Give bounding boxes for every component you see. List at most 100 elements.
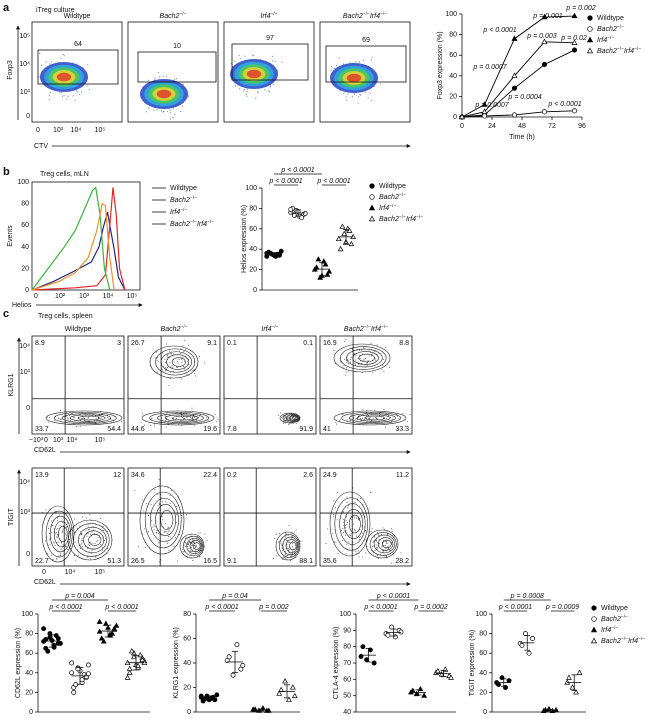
event-dot [377,541,379,543]
tick-label: 10³ [53,127,64,134]
p-value: p = 0.0009 [545,604,579,611]
contour [346,348,383,368]
event-dot [91,415,93,417]
event-dot [67,95,69,97]
histogram-curve [31,187,126,291]
event-dot [286,558,288,560]
y-tick-label: 40 [449,73,457,80]
event-dot [330,69,332,71]
event-dot [384,554,386,556]
data-point [113,622,120,628]
event-dot [160,559,162,561]
event-dot [95,555,97,557]
event-dot [148,107,150,109]
event-dot [188,547,190,549]
event-dot [89,528,91,530]
event-dot [72,530,74,532]
event-dot [48,528,50,530]
event-dot [191,407,193,409]
event-dot [366,362,368,364]
event-dot [364,91,366,94]
event-dot [72,62,74,64]
event-dot [347,360,349,362]
p-value: p = 0.04 [221,593,248,600]
event-dot [192,416,194,418]
data-point [214,692,220,698]
data-point [43,637,49,642]
event-dot [87,533,89,534]
event-dot [215,420,217,422]
event-dot [195,551,197,553]
event-dot [383,545,385,547]
tick-label: 10⁴ [19,61,30,68]
event-dot [49,63,51,65]
event-dot [361,525,363,527]
event-dot [285,553,287,555]
event-dot [298,420,300,422]
event-dot [92,529,94,531]
event-dot [256,91,259,93]
data-point [299,215,305,221]
plot-frame [223,335,317,435]
data-point [124,674,131,680]
event-dot [371,419,373,421]
event-dot [194,375,196,377]
contour [45,510,73,558]
event-dot [73,416,75,418]
event-dot [353,93,355,96]
event-dot [342,413,343,415]
event-dot [173,353,175,355]
event-dot [176,514,178,516]
event-dot [62,545,64,547]
quadrant-value: 8.8 [399,340,409,347]
event-dot [88,551,90,553]
legend-label: Irf4−/− [597,35,614,44]
event-dot [81,418,83,419]
p-value: p = 0.0007 [472,64,507,71]
event-dot [58,418,59,420]
event-dot [56,558,58,560]
tick-label: 0 [34,293,38,300]
event-dot [383,408,385,410]
event-dot [153,488,155,490]
event-dot [56,535,58,537]
event-dot [91,531,93,533]
data-point [55,640,61,646]
event-dot [56,528,58,530]
event-dot [60,418,62,420]
event-dot [201,422,203,424]
event-dot [177,361,179,362]
event-dot [76,426,78,427]
event-dot [161,362,163,364]
event-dot [162,111,165,113]
event-dot [197,532,199,534]
event-dot [367,413,368,415]
event-dot [391,562,393,564]
event-dot [333,500,335,502]
event-dot [50,537,52,539]
event-dot [165,75,168,77]
event-dot [169,356,171,358]
event-dot [188,344,190,346]
event-dot [87,547,89,549]
event-dot [60,410,61,411]
event-dot [72,95,74,97]
event-dot [61,542,63,544]
event-dot [54,510,56,512]
event-dot [88,88,90,91]
event-dot [385,541,387,543]
event-dot [371,546,373,547]
event-dot [345,520,347,522]
tick-label: 10⁴ [65,569,76,576]
event-dot [277,414,279,416]
legend-label: Irf4−/− [170,207,187,216]
event-dot [81,538,83,540]
data-point [571,108,578,114]
data-point [341,230,348,236]
event-dot [380,416,382,418]
p-value: p = 0.002 [258,604,288,611]
event-dot [346,371,348,373]
event-dot [96,533,98,535]
data-point [126,669,133,675]
density [346,73,362,83]
